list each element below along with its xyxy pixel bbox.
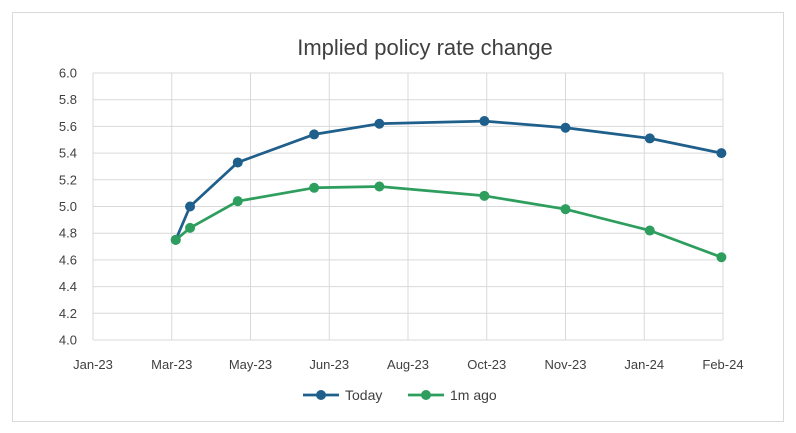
data-point xyxy=(232,157,243,168)
x-tick-label: Feb-24 xyxy=(702,357,743,372)
x-tick-label: Aug-23 xyxy=(387,357,429,372)
legend-item-0: Today xyxy=(303,387,382,403)
legend: Today 1m ago xyxy=(303,387,497,403)
series-0 xyxy=(170,116,727,245)
y-tick-label: 4.8 xyxy=(59,226,77,241)
x-tick-label: Oct-23 xyxy=(467,357,506,372)
x-tick-label: Jan-23 xyxy=(73,357,113,372)
data-point xyxy=(560,122,571,133)
y-tick-label: 4.4 xyxy=(59,279,77,294)
y-tick-label: 5.8 xyxy=(59,92,77,107)
data-point xyxy=(170,234,181,245)
data-point xyxy=(716,148,727,159)
y-tick-label: 5.0 xyxy=(59,199,77,214)
y-tick-label: 4.0 xyxy=(59,333,77,348)
x-tick-label: May-23 xyxy=(229,357,272,372)
x-axis-ticks: Jan-23 Mar-23 May-23 Jun-23 Aug-23 Oct-23 Nov-… xyxy=(73,357,743,372)
y-axis-ticks: 4.0 4.2 4.4 4.6 4.8 5.0 5.2 5.4 5.6 5.8 6.0 xyxy=(59,66,77,348)
data-point xyxy=(716,252,727,263)
series-line xyxy=(174,119,722,241)
chart-frame xyxy=(12,12,784,422)
x-tick-label: Jun-23 xyxy=(309,357,349,372)
legend-item-1: 1m ago xyxy=(408,387,497,403)
data-point xyxy=(309,129,320,140)
legend-label: 1m ago xyxy=(450,387,497,403)
grid xyxy=(92,72,724,341)
x-tick-label: Nov-23 xyxy=(545,357,587,372)
y-tick-label: 4.2 xyxy=(59,306,77,321)
y-tick-label: 4.6 xyxy=(59,252,77,267)
series-group xyxy=(170,116,727,263)
data-point xyxy=(232,196,243,207)
y-tick-label: 6.0 xyxy=(59,66,77,81)
x-tick-label: Mar-23 xyxy=(151,357,192,372)
y-tick-label: 5.2 xyxy=(59,172,77,187)
data-point xyxy=(644,133,655,144)
legend-marker xyxy=(316,390,326,400)
data-point xyxy=(185,201,196,212)
data-point xyxy=(309,182,320,193)
data-point xyxy=(479,190,490,201)
x-tick-label: Jan-24 xyxy=(624,357,664,372)
series-1 xyxy=(170,181,727,263)
data-point xyxy=(644,225,655,236)
data-point xyxy=(560,204,571,215)
data-point xyxy=(185,222,196,233)
data-point xyxy=(479,116,490,127)
legend-marker xyxy=(421,390,431,400)
legend-label: Today xyxy=(345,387,382,403)
y-tick-label: 5.6 xyxy=(59,119,77,134)
chart-title: Implied policy rate change xyxy=(297,35,553,60)
data-point xyxy=(374,118,385,129)
series-line xyxy=(174,185,722,259)
y-tick-label: 5.4 xyxy=(59,146,77,161)
data-point xyxy=(374,181,385,192)
